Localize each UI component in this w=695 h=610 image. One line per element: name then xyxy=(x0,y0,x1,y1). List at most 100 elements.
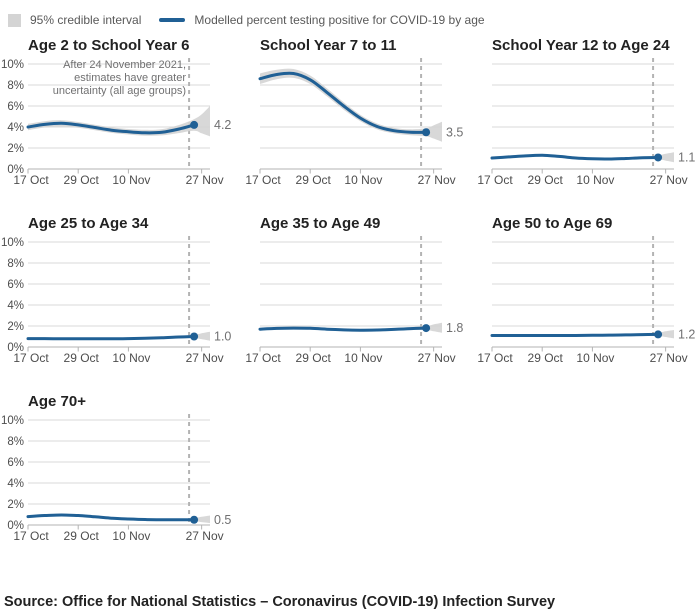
x-tick-label: 29 Oct xyxy=(64,529,100,543)
x-tick-label: 10 Nov xyxy=(112,529,150,543)
x-tick-label: 17 Oct xyxy=(477,351,513,365)
x-tick-label: 10 Nov xyxy=(344,173,382,187)
y-tick-label: 2% xyxy=(7,321,24,333)
x-tick-label: 29 Oct xyxy=(64,173,100,187)
y-tick-label: 8% xyxy=(7,258,24,270)
ci-band xyxy=(260,68,442,142)
trend-line xyxy=(26,335,196,341)
y-tick-label: 8% xyxy=(7,80,24,92)
x-tick-label: 27 Nov xyxy=(418,351,456,365)
y-tick-label: 0% xyxy=(7,520,24,532)
charts-grid: Age 2 to School Year 6 17 Oct 29 Oct 10 No… xyxy=(0,36,695,570)
x-tick-label: 17 Oct xyxy=(245,351,281,365)
chart-cell-sy7-11: School Year 7 to 11 17 Oct 29 Oct 10 Nov 27… xyxy=(232,36,464,192)
x-tick-label: 27 Nov xyxy=(650,173,688,187)
uncertainty-annotation: After 24 November 2021, estimates have g… xyxy=(0,59,186,98)
y-tick-label: 6% xyxy=(7,101,24,113)
end-value-label: 3.5 xyxy=(446,125,463,139)
x-tick-label: 27 Nov xyxy=(650,351,688,365)
annotation-line-2: estimates have greater xyxy=(74,72,186,84)
ci-band xyxy=(28,106,210,137)
y-tick-label: 10% xyxy=(1,59,24,71)
chart-title: School Year 12 to Age 24 xyxy=(492,37,670,54)
chart-cell-age70plus: Age 70+ 17 Oct 29 Oct 10 Nov 27 Nov 0% 2% 4% 6%… xyxy=(0,392,232,548)
x-tick-label: 27 Nov xyxy=(186,529,224,543)
chart-svg-age2-sy6: 17 Oct 29 Oct 10 Nov 27 Nov 0% 2% 4% 6% 8% 10% 4.2 xyxy=(1,58,231,187)
chart-cell-age50-69: Age 50 to Age 69 17 Oct 29 Oct 10 Nov 27 No… xyxy=(464,214,695,370)
end-dot xyxy=(190,120,199,129)
x-tick-label: 17 Oct xyxy=(245,173,281,187)
x-tick-label: 17 Oct xyxy=(13,529,49,543)
y-tick-label: 0% xyxy=(7,342,24,354)
chart-title: Age 2 to School Year 6 xyxy=(28,37,190,54)
y-tick-label: 10% xyxy=(1,415,24,427)
chart-svg-sy7-11: 17 Oct 29 Oct 10 Nov 27 Nov 3.5 xyxy=(245,58,463,187)
y-tick-label: 6% xyxy=(7,457,24,469)
chart-title: Age 25 to Age 34 xyxy=(28,215,149,232)
end-dot xyxy=(654,330,663,339)
x-tick-label: 10 Nov xyxy=(344,351,382,365)
annotation-line-3: uncertainty (all age groups) xyxy=(52,85,186,97)
x-tick-label: 17 Oct xyxy=(13,173,49,187)
chart-cell-sy12-age24: School Year 12 to Age 24 17 Oct 29 Oct 10 … xyxy=(464,36,695,192)
modelled-line-swatch xyxy=(159,18,186,22)
trend-line xyxy=(258,326,428,332)
trend-line xyxy=(258,71,428,134)
y-tick-label: 4% xyxy=(7,122,24,134)
x-tick-label: 29 Oct xyxy=(296,351,332,365)
chart-svg-age35-49: 17 Oct 29 Oct 10 Nov 27 Nov 1.8 xyxy=(245,236,463,365)
x-tick-label: 10 Nov xyxy=(112,351,150,365)
y-tick-label: 2% xyxy=(7,499,24,511)
chart-title: Age 70+ xyxy=(28,393,86,410)
y-tick-label: 0% xyxy=(7,164,24,176)
chart-cell-age2-sy6: Age 2 to School Year 6 17 Oct 29 Oct 10 No… xyxy=(0,36,232,192)
x-tick-label: 10 Nov xyxy=(576,351,614,365)
end-dot xyxy=(422,128,431,137)
trend-line xyxy=(26,121,196,135)
chart-title: Age 50 to Age 69 xyxy=(492,215,613,232)
x-tick-label: 17 Oct xyxy=(477,173,513,187)
x-tick-label: 27 Nov xyxy=(186,351,224,365)
chart-svg-age50-69: 17 Oct 29 Oct 10 Nov 27 Nov 1.2 xyxy=(477,236,695,365)
chart-title: Age 35 to Age 49 xyxy=(260,215,381,232)
end-value-label: 1.1 xyxy=(678,150,695,164)
chart-cell-age25-34: Age 25 to Age 34 17 Oct 29 Oct 10 Nov 27 No… xyxy=(0,214,232,370)
end-value-label: 1.8 xyxy=(446,321,463,335)
end-dot xyxy=(422,324,431,333)
end-value-label: 1.2 xyxy=(678,327,695,341)
chart-svg-sy12-age24: 17 Oct 29 Oct 10 Nov 27 Nov 1.1 xyxy=(477,58,695,187)
x-tick-label: 29 Oct xyxy=(64,351,100,365)
y-tick-label: 6% xyxy=(7,279,24,291)
x-tick-label: 10 Nov xyxy=(112,173,150,187)
source-text: Source: Office for National Statistics –… xyxy=(4,594,556,610)
trend-line xyxy=(490,153,660,161)
end-value-label: 0.5 xyxy=(214,513,231,527)
legend: 95% credible interval Modelled percent t… xyxy=(0,0,695,32)
y-tick-label: 4% xyxy=(7,478,24,490)
trend-line xyxy=(26,513,196,522)
y-tick-label: 10% xyxy=(1,237,24,249)
x-tick-label: 29 Oct xyxy=(528,351,564,365)
chart-svg-age25-34: 17 Oct 29 Oct 10 Nov 27 Nov 0% 2% 4% 6% 8% 10% 1.0 xyxy=(1,236,231,365)
x-tick-label: 29 Oct xyxy=(528,173,564,187)
end-dot xyxy=(190,332,199,341)
modelled-line-label: Modelled percent testing positive for CO… xyxy=(194,13,485,27)
y-tick-label: 2% xyxy=(7,143,24,155)
x-tick-label: 27 Nov xyxy=(186,173,224,187)
end-value-label: 4.2 xyxy=(214,118,231,132)
chart-svg-age70plus: 17 Oct 29 Oct 10 Nov 27 Nov 0% 2% 4% 6% 8% 10% 0.5 xyxy=(1,414,231,543)
chart-title: School Year 7 to 11 xyxy=(260,37,397,54)
chart-cell-age35-49: Age 35 to Age 49 17 Oct 29 Oct 10 Nov 27 No… xyxy=(232,214,464,370)
y-tick-label: 4% xyxy=(7,300,24,312)
credible-interval-label: 95% credible interval xyxy=(30,13,142,27)
y-tick-label: 8% xyxy=(7,436,24,448)
end-value-label: 1.0 xyxy=(214,330,231,344)
x-tick-label: 10 Nov xyxy=(576,173,614,187)
trend-line xyxy=(490,332,660,337)
end-dot xyxy=(654,153,663,162)
x-tick-label: 29 Oct xyxy=(296,173,332,187)
credible-interval-swatch xyxy=(8,13,21,27)
x-tick-label: 27 Nov xyxy=(418,173,456,187)
annotation-line-1: After 24 November 2021, xyxy=(63,59,186,71)
